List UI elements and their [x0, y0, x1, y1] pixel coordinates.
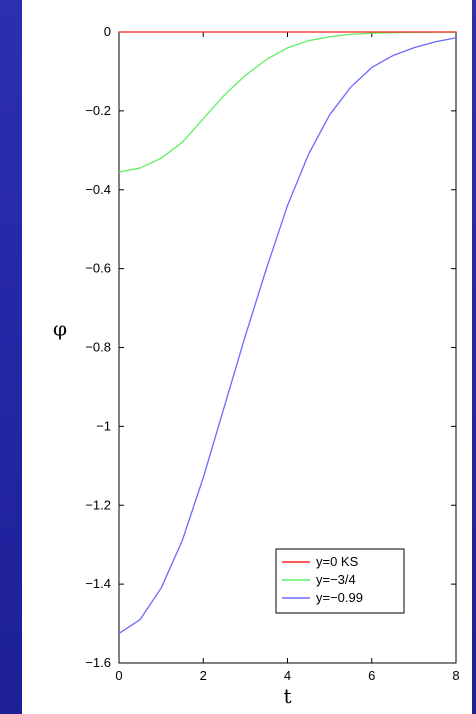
x-tick-label: 8	[452, 668, 459, 683]
legend-box	[275, 548, 405, 614]
y-tick-label: −1.4	[85, 576, 111, 591]
y-tick-label: 0	[104, 24, 111, 39]
y-tick-label: −0.6	[85, 261, 111, 276]
y-tick-label: −0.4	[85, 182, 111, 197]
x-tick-label: 6	[368, 668, 375, 683]
x-tick-label: 2	[200, 668, 207, 683]
y-tick-label: −1.6	[85, 655, 111, 670]
series-line-1	[118, 31, 457, 173]
plot-panel: 0 −0.2 −0.4 −0.6 −0.8 −1 −1.2 −1.4 −1.6 0 2 4 6 8 t φ y=…	[22, 0, 472, 714]
legend-entry: y=−0.99	[316, 590, 363, 605]
x-tick-label: 0	[115, 668, 122, 683]
y-tick-label: −0.2	[85, 103, 111, 118]
legend-entry: y=−3/4	[316, 572, 356, 587]
series-line-2	[118, 37, 457, 634]
y-axis-label: φ	[53, 317, 67, 341]
y-tick-label: −1.2	[85, 497, 111, 512]
x-tick-label: 4	[284, 668, 291, 683]
y-tick-label: −1	[96, 418, 111, 433]
x-axis-label: t	[283, 684, 291, 708]
legend-entry: y=0 KS	[316, 554, 359, 569]
y-tick-label: −0.8	[85, 340, 111, 355]
line-chart: 0 −0.2 −0.4 −0.6 −0.8 −1 −1.2 −1.4 −1.6 0 2 4 6 8 t φ y=…	[53, 24, 460, 708]
